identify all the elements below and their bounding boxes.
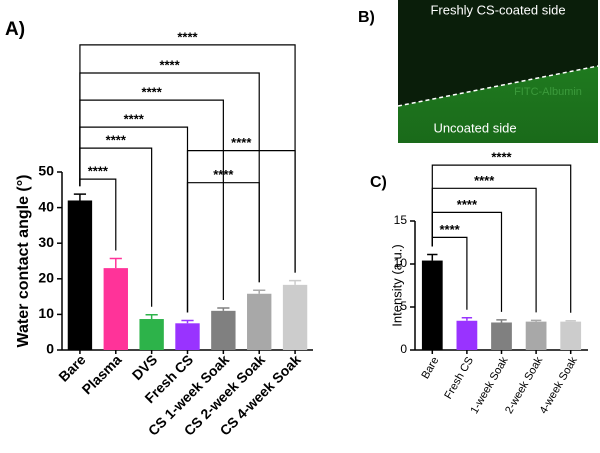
image-text: Freshly CS-coated side [430, 2, 565, 17]
error-bar [217, 307, 230, 311]
y-tick-label: 20 [38, 270, 54, 286]
x-tick-label: Bare [419, 355, 441, 381]
bar [456, 320, 478, 350]
y-tick-label: 15 [394, 213, 408, 227]
error-bar [73, 193, 87, 201]
image-text: Uncoated side [433, 120, 516, 135]
panel-label: C) [370, 174, 387, 191]
panel-label: B) [358, 9, 375, 26]
image-panel: B) Freshly CS-coated side FITC-Albumin U… [358, 0, 599, 143]
significance-label: **** [491, 150, 512, 165]
error-bar [496, 319, 507, 323]
bar [139, 319, 164, 350]
error-bar [530, 319, 542, 322]
significance-bracket [186, 150, 296, 313]
error-bar [145, 314, 158, 320]
bar [560, 321, 582, 350]
y-axis-label: Intensity (a.u.) [389, 244, 404, 326]
error-bar [181, 319, 194, 324]
x-tick-label: Plasma [79, 351, 125, 397]
y-tick-label: 40 [38, 198, 54, 214]
y-tick-label: 0 [400, 342, 407, 356]
bar [282, 284, 308, 350]
bar [525, 321, 547, 350]
y-tick-label: 10 [394, 256, 408, 270]
significance-label: **** [159, 57, 180, 72]
panel-label: A) [5, 19, 25, 40]
bar [421, 260, 443, 350]
significance-label: **** [474, 173, 495, 188]
significance-label: **** [231, 135, 252, 150]
x-tick-label: DVS [129, 351, 161, 383]
bar [175, 323, 200, 350]
x-tick-label: Fresh CS [442, 355, 476, 401]
y-tick-label: 30 [38, 234, 54, 250]
significance-bracket [431, 187, 537, 313]
y-axis-label: Water contact angle (°) [15, 175, 32, 348]
y-tick-label: 0 [46, 341, 54, 357]
error-bar [565, 320, 576, 322]
significance-bracket [431, 164, 572, 313]
significance-label: **** [88, 164, 109, 179]
uncoated-region [398, 66, 598, 143]
error-bar [109, 257, 122, 269]
y-tick-label: 50 [38, 163, 54, 179]
significance-label: **** [439, 222, 460, 237]
bar [67, 200, 93, 350]
significance-bracket [79, 126, 189, 313]
image-text: FITC-Albumin [514, 86, 582, 98]
bar [103, 268, 128, 350]
error-bar [427, 253, 438, 261]
significance-label: **** [124, 112, 145, 127]
x-tick-label: 4-week Soak [538, 355, 580, 417]
significance-label: **** [142, 85, 163, 100]
significance-label: **** [106, 133, 127, 148]
bar [211, 310, 236, 350]
error-bar [461, 317, 473, 321]
error-bar [288, 279, 302, 285]
boundary-line [397, 65, 599, 107]
y-tick-label: 10 [38, 305, 54, 321]
significance-label: **** [457, 197, 478, 212]
significance-label: **** [177, 29, 198, 44]
error-bar [253, 289, 266, 294]
bar [247, 293, 272, 350]
bar [491, 322, 512, 350]
significance-label: **** [213, 167, 234, 182]
y-tick-label: 5 [400, 299, 407, 313]
